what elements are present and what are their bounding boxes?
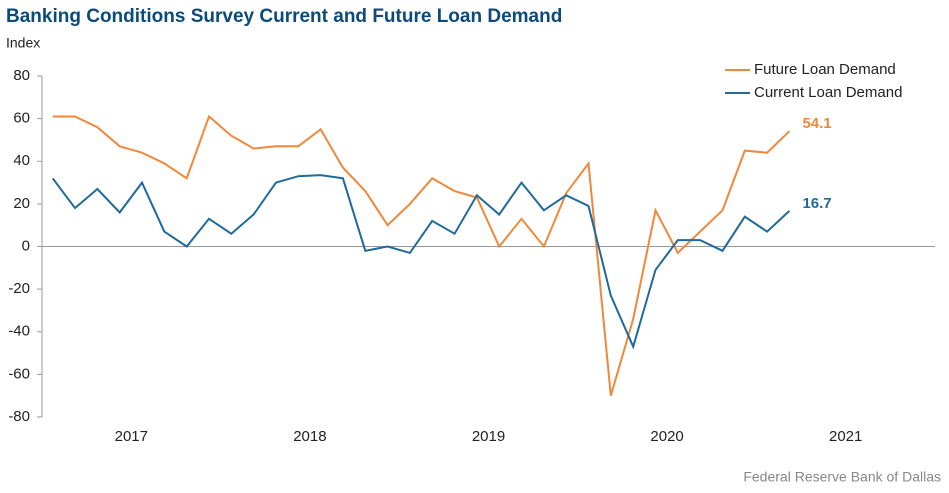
y-tick-label: 80	[13, 67, 30, 84]
legend-label: Current Loan Demand	[754, 84, 902, 101]
y-tick-label: 0	[22, 237, 30, 254]
end-label: 16.7	[802, 195, 831, 212]
y-axis-label: Index	[6, 35, 40, 51]
series-line	[51, 174, 791, 350]
source: Federal Reserve Bank of Dallas	[743, 469, 941, 485]
y-tick-label: -60	[8, 365, 30, 382]
y-tick-label: -40	[8, 323, 30, 340]
x-tick-label: 2020	[650, 428, 683, 445]
y-tick-label: -80	[8, 408, 30, 425]
y-tick-label: 20	[13, 195, 30, 212]
x-tick-label: 2018	[293, 428, 326, 445]
y-tick-label: 40	[13, 152, 30, 169]
end-label: 54.1	[802, 115, 831, 132]
y-tick-label: -20	[8, 280, 30, 297]
x-tick-label: 2017	[115, 428, 148, 445]
chart-title: Banking Conditions Survey Current and Fu…	[6, 6, 562, 27]
x-tick-label: 2019	[472, 428, 505, 445]
y-tick-label: 60	[13, 110, 30, 127]
x-tick-label: 2021	[829, 428, 862, 445]
series-line	[52, 114, 791, 396]
legend-label: Future Loan Demand	[754, 61, 896, 78]
